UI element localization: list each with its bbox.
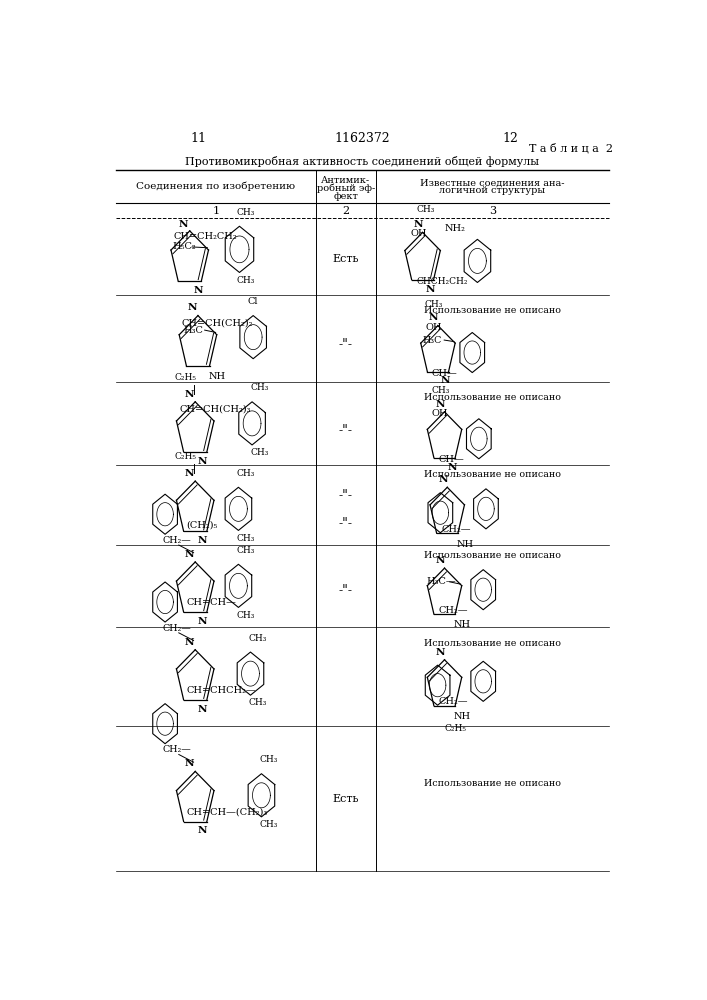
- Text: -"-: -"-: [339, 516, 353, 529]
- Text: N: N: [438, 475, 448, 484]
- Text: Противомикробная активность соединений общей формулы: Противомикробная активность соединений о…: [185, 156, 539, 167]
- Text: -"-: -"-: [339, 423, 353, 436]
- Text: CH₃: CH₃: [237, 208, 255, 217]
- Text: N: N: [185, 638, 194, 647]
- Text: CH=CH—: CH=CH—: [187, 598, 236, 607]
- Text: 11: 11: [190, 132, 206, 145]
- Text: Использование не описано: Использование не описано: [424, 306, 561, 315]
- Text: H₅C₂: H₅C₂: [173, 242, 197, 251]
- Text: Есть: Есть: [333, 794, 359, 804]
- Text: CH₃: CH₃: [249, 634, 267, 643]
- Text: H₃C: H₃C: [422, 336, 442, 345]
- Text: N: N: [198, 617, 207, 626]
- Text: CH₃: CH₃: [250, 383, 269, 392]
- Text: CH₂—: CH₂—: [163, 536, 191, 545]
- Text: CH=CH₂CH₂: CH=CH₂CH₂: [174, 232, 238, 241]
- Text: CH=CH—(CH₂)₃: CH=CH—(CH₂)₃: [187, 808, 268, 817]
- Text: CH₃: CH₃: [237, 534, 255, 543]
- Text: OH: OH: [432, 409, 448, 418]
- Text: CH₃: CH₃: [259, 755, 278, 764]
- Text: CHCH₂CH₂: CHCH₂CH₂: [416, 277, 467, 286]
- Text: робный эф-: робный эф-: [317, 184, 375, 193]
- Text: NH: NH: [454, 620, 471, 629]
- Text: NH: NH: [209, 372, 226, 381]
- Text: -"-: -"-: [339, 583, 353, 596]
- Text: N: N: [185, 390, 194, 399]
- Text: N: N: [188, 303, 197, 312]
- Text: Использование не описано: Использование не описано: [424, 470, 561, 479]
- Text: N: N: [436, 556, 445, 565]
- Text: CH=CHCH₂—: CH=CHCH₂—: [187, 686, 256, 695]
- Text: Cl: Cl: [247, 297, 258, 306]
- Text: CH₃: CH₃: [425, 300, 443, 309]
- Text: NH₂: NH₂: [444, 224, 465, 233]
- Text: (CH₂)₅: (CH₂)₅: [187, 521, 218, 530]
- Text: H₃C—: H₃C—: [426, 577, 456, 586]
- Text: 1162372: 1162372: [334, 132, 390, 145]
- Text: C₂H₅: C₂H₅: [444, 724, 466, 733]
- Text: N: N: [436, 648, 445, 657]
- Text: CH₂—: CH₂—: [438, 697, 468, 706]
- Text: N: N: [436, 400, 445, 409]
- Text: CH—: CH—: [432, 369, 457, 378]
- Text: C₂H₅: C₂H₅: [175, 452, 197, 461]
- Text: CH₂—: CH₂—: [163, 624, 191, 633]
- Text: CH=CH(CH₂)₃: CH=CH(CH₂)₃: [179, 405, 251, 414]
- Text: N: N: [185, 469, 194, 478]
- Text: Использование не описано: Использование не описано: [424, 551, 561, 560]
- Text: N: N: [198, 457, 207, 466]
- Text: CH—: CH—: [438, 455, 464, 464]
- Text: CH₃: CH₃: [237, 611, 255, 620]
- Text: C₂H₅: C₂H₅: [175, 373, 197, 382]
- Text: -"-: -"-: [339, 488, 353, 501]
- Text: 3: 3: [489, 206, 496, 216]
- Text: CH₃: CH₃: [259, 820, 278, 829]
- Text: NH: NH: [457, 540, 474, 549]
- Text: N: N: [178, 220, 188, 229]
- Text: N: N: [185, 759, 194, 768]
- Text: CH₃: CH₃: [249, 698, 267, 707]
- Text: N: N: [441, 376, 450, 385]
- Text: Использование не описано: Использование не описано: [424, 779, 561, 788]
- Text: OH: OH: [410, 229, 427, 238]
- Text: N: N: [198, 536, 207, 545]
- Text: CH₃: CH₃: [237, 546, 255, 555]
- Text: CH₃: CH₃: [250, 448, 269, 457]
- Text: Использование не описано: Использование не описано: [424, 639, 561, 648]
- Text: фект: фект: [334, 192, 358, 201]
- Text: 12: 12: [503, 132, 518, 145]
- Text: Использование не описано: Использование не описано: [424, 393, 561, 402]
- Text: H₃C: H₃C: [184, 326, 204, 335]
- Text: CH₃: CH₃: [237, 469, 255, 478]
- Text: Соединения по изобретению: Соединения по изобретению: [136, 181, 296, 191]
- Text: Известные соединения ана-: Известные соединения ана-: [420, 179, 565, 188]
- Text: N: N: [429, 313, 438, 322]
- Text: OH: OH: [425, 323, 442, 332]
- Text: Антимик-: Антимик-: [322, 176, 370, 185]
- Text: N: N: [198, 705, 207, 714]
- Text: Т а б л и ц а  2: Т а б л и ц а 2: [530, 143, 614, 154]
- Text: CH₃: CH₃: [416, 205, 434, 214]
- Text: CH₂—: CH₂—: [441, 525, 471, 534]
- Text: N: N: [414, 220, 423, 229]
- Text: -"-: -"-: [339, 337, 353, 350]
- Text: N: N: [185, 550, 194, 559]
- Text: CH₂—: CH₂—: [438, 606, 468, 615]
- Text: Есть: Есть: [333, 254, 359, 264]
- Text: N: N: [194, 286, 204, 295]
- Text: CH₃: CH₃: [431, 386, 450, 395]
- Text: CH₂—: CH₂—: [163, 745, 191, 754]
- Text: N: N: [198, 826, 207, 835]
- Text: 2: 2: [342, 206, 349, 216]
- Text: CH=CH(CH₂)₂: CH=CH(CH₂)₂: [182, 319, 253, 328]
- Text: логичной структуры: логичной структуры: [440, 186, 546, 195]
- Text: 1: 1: [212, 206, 219, 216]
- Text: N: N: [426, 285, 436, 294]
- Text: N: N: [448, 463, 457, 472]
- Text: NH: NH: [454, 712, 471, 721]
- Text: CH₃: CH₃: [237, 276, 255, 285]
